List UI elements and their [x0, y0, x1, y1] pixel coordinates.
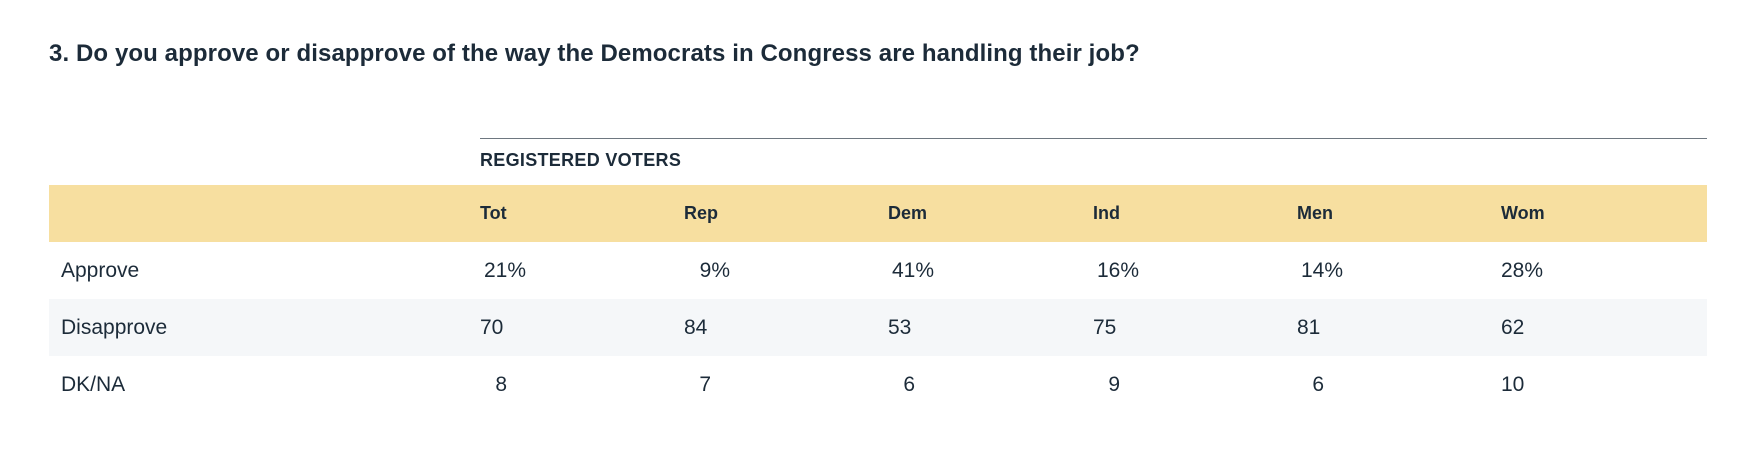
- row-label: Disapprove: [61, 316, 168, 339]
- cell-value: 41%: [891, 259, 934, 282]
- cell-value: 9%: [699, 259, 730, 282]
- cell-value: 8: [495, 373, 507, 396]
- cell-value: 70: [480, 316, 504, 339]
- group-divider: [480, 138, 1707, 139]
- cell-value: 62: [1501, 316, 1525, 339]
- column-header-ind: Ind: [1093, 203, 1120, 223]
- cell-value: 7: [699, 373, 711, 396]
- cell-value: 53: [888, 316, 912, 339]
- row-label: DK/NA: [61, 373, 126, 396]
- cell-value: 81: [1297, 316, 1321, 339]
- column-header-row: Tot Rep Dem Ind Men Wom: [49, 185, 1707, 242]
- column-header-tot: Tot: [480, 203, 507, 223]
- results-table: Tot Rep Dem Ind Men Wom Approve 21% 9% 4…: [49, 185, 1707, 413]
- row-label: Approve: [61, 259, 140, 282]
- table-row: Approve 21% 9% 41% 16% 14% 28%: [49, 242, 1707, 299]
- cell-value: 10: [1501, 373, 1525, 396]
- cell-value: 28%: [1501, 259, 1544, 282]
- column-header-rep: Rep: [684, 203, 719, 223]
- cell-value: 21%: [483, 259, 526, 282]
- column-header-dem: Dem: [888, 203, 928, 223]
- table-row: Disapprove 70 84 53 75 81 62: [49, 299, 1707, 356]
- cell-value: 16%: [1096, 259, 1139, 282]
- cell-value: 14%: [1300, 259, 1343, 282]
- column-header-men: Men: [1297, 203, 1333, 223]
- question-title: 3. Do you approve or disapprove of the w…: [49, 40, 1140, 67]
- column-header-wom: Wom: [1501, 203, 1545, 223]
- cell-value: 6: [1312, 373, 1324, 396]
- table-row: DK/NA 8 7 6 9 6 10: [49, 356, 1707, 413]
- cell-value: 6: [903, 373, 915, 396]
- cell-value: 75: [1093, 316, 1117, 339]
- group-label: REGISTERED VOTERS: [480, 150, 682, 170]
- cell-value: 84: [684, 316, 708, 339]
- cell-value: 9: [1108, 373, 1120, 396]
